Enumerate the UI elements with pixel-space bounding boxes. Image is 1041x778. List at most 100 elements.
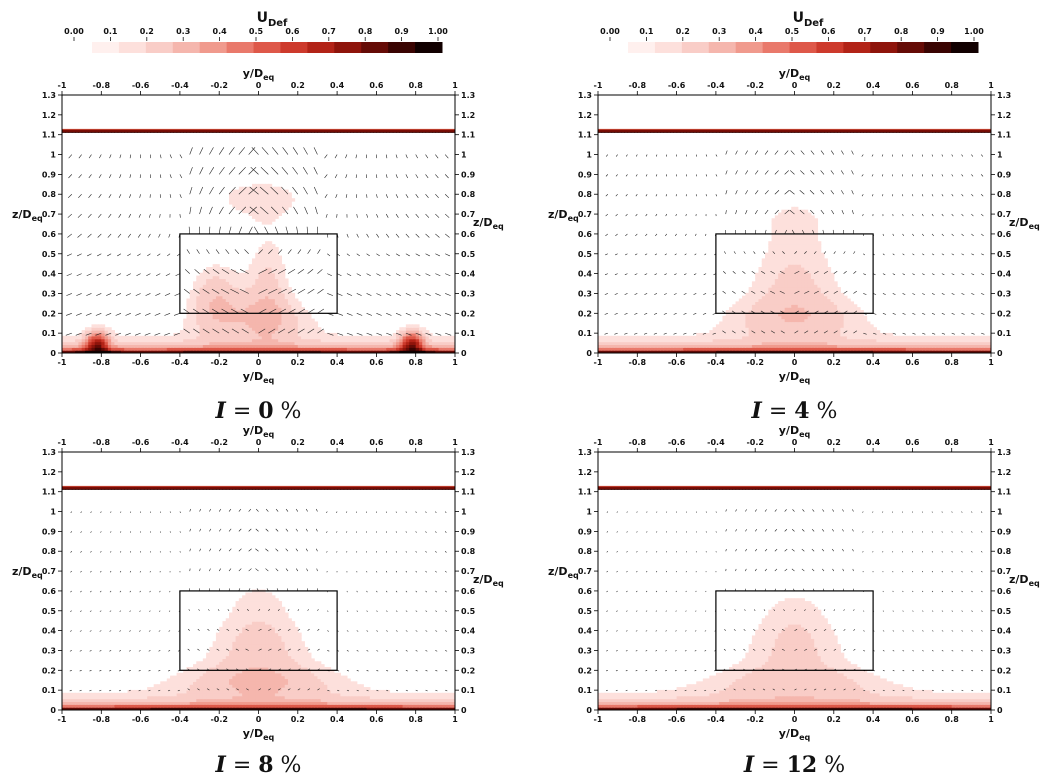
- deficit-cell: [869, 350, 874, 353]
- velocity-vector: [685, 213, 687, 217]
- deficit-cell: [653, 347, 658, 351]
- deficit-cell: [65, 341, 70, 345]
- deficit-cell: [330, 332, 335, 337]
- deficit-cell: [242, 292, 246, 297]
- deficit-cell: [206, 335, 210, 340]
- velocity-vector: [238, 226, 243, 235]
- deficit-cell: [156, 335, 161, 340]
- deficit-cell: [735, 301, 740, 305]
- velocity-vector: [881, 154, 884, 157]
- x-tick-label-top: 0.4: [866, 81, 881, 90]
- deficit-cell: [804, 261, 809, 265]
- velocity-vector: [307, 269, 314, 274]
- velocity-vector: [931, 233, 934, 237]
- deficit-cell: [255, 324, 260, 328]
- deficit-cell: [817, 249, 822, 254]
- velocity-vector: [645, 154, 648, 157]
- deficit-cell: [745, 341, 750, 345]
- deficit-cell: [232, 321, 237, 325]
- velocity-vector: [902, 253, 905, 256]
- deficit-cell: [810, 341, 815, 345]
- velocity-vector: [355, 154, 358, 159]
- deficit-cell: [373, 335, 377, 340]
- velocity-vector: [902, 293, 906, 295]
- deficit-cell: [281, 209, 286, 214]
- deficit-cell: [663, 338, 668, 343]
- deficit-cell: [242, 275, 246, 280]
- deficit-cell: [294, 327, 299, 331]
- deficit-cell: [787, 218, 792, 222]
- deficit-cell: [360, 341, 364, 345]
- deficit-cell: [820, 304, 825, 308]
- deficit-cell: [130, 347, 135, 351]
- deficit-cell: [193, 332, 197, 337]
- velocity-vector: [65, 332, 72, 336]
- velocity-vector: [297, 328, 305, 334]
- deficit-cell: [199, 295, 204, 300]
- deficit-cell: [778, 307, 782, 311]
- deficit-cell: [291, 341, 296, 345]
- deficit-cell: [719, 324, 724, 328]
- deficit-cell: [745, 321, 750, 325]
- deficit-cell: [804, 264, 809, 268]
- velocity-vector: [395, 253, 400, 257]
- deficit-cell: [196, 321, 201, 325]
- deficit-cell: [412, 344, 417, 348]
- deficit-cell: [206, 307, 210, 311]
- velocity-vector: [220, 288, 230, 294]
- velocity-vector: [634, 253, 638, 256]
- deficit-cell: [804, 318, 809, 323]
- deficit-cell: [735, 330, 740, 334]
- deficit-cell: [222, 315, 227, 320]
- velocity-vector: [951, 194, 954, 197]
- deficit-cell: [781, 327, 786, 331]
- velocity-vector: [760, 270, 766, 274]
- deficit-cell: [219, 275, 224, 280]
- deficit-cell: [840, 332, 845, 337]
- deficit-cell: [807, 281, 812, 285]
- deficit-cell: [771, 287, 776, 291]
- deficit-cell: [843, 315, 848, 320]
- deficit-cell: [810, 350, 815, 353]
- deficit-cell: [768, 347, 773, 351]
- deficit-cell: [291, 347, 296, 351]
- deficit-cell: [837, 327, 841, 331]
- deficit-cell: [107, 330, 112, 334]
- deficit-cell: [333, 347, 338, 351]
- deficit-cell: [758, 278, 763, 282]
- deficit-cell: [784, 212, 789, 216]
- deficit-cell: [255, 284, 260, 288]
- deficit-cell: [71, 338, 76, 343]
- deficit-cell: [771, 335, 776, 340]
- deficit-cell: [98, 344, 102, 348]
- deficit-cell: [248, 189, 253, 194]
- deficit-cell: [271, 344, 276, 348]
- deficit-cell: [804, 221, 809, 225]
- deficit-cell: [238, 206, 243, 211]
- deficit-cell: [301, 335, 305, 340]
- x-tick-label-bottom: 0.4: [866, 358, 881, 367]
- velocity-vector: [239, 288, 249, 294]
- deficit-cell: [765, 310, 769, 314]
- deficit-cell: [153, 350, 158, 353]
- velocity-vector: [95, 313, 102, 316]
- deficit-cell: [140, 341, 145, 345]
- deficit-cell: [189, 335, 194, 340]
- deficit-cell: [853, 338, 858, 343]
- deficit-cell: [729, 350, 733, 353]
- deficit-cell: [248, 209, 253, 214]
- deficit-cell: [294, 307, 299, 311]
- deficit-cell: [801, 287, 805, 291]
- deficit-cell: [807, 310, 812, 314]
- deficit-cell: [758, 330, 763, 334]
- deficit-cell: [804, 229, 809, 234]
- deficit-cell: [915, 347, 920, 351]
- deficit-cell: [291, 304, 296, 308]
- deficit-cell: [255, 295, 260, 300]
- deficit-cell: [843, 332, 848, 337]
- deficit-cell: [255, 189, 260, 194]
- deficit-cell: [278, 209, 283, 214]
- deficit-cell: [215, 295, 220, 300]
- deficit-cell: [245, 189, 250, 194]
- velocity-vector: [231, 328, 240, 334]
